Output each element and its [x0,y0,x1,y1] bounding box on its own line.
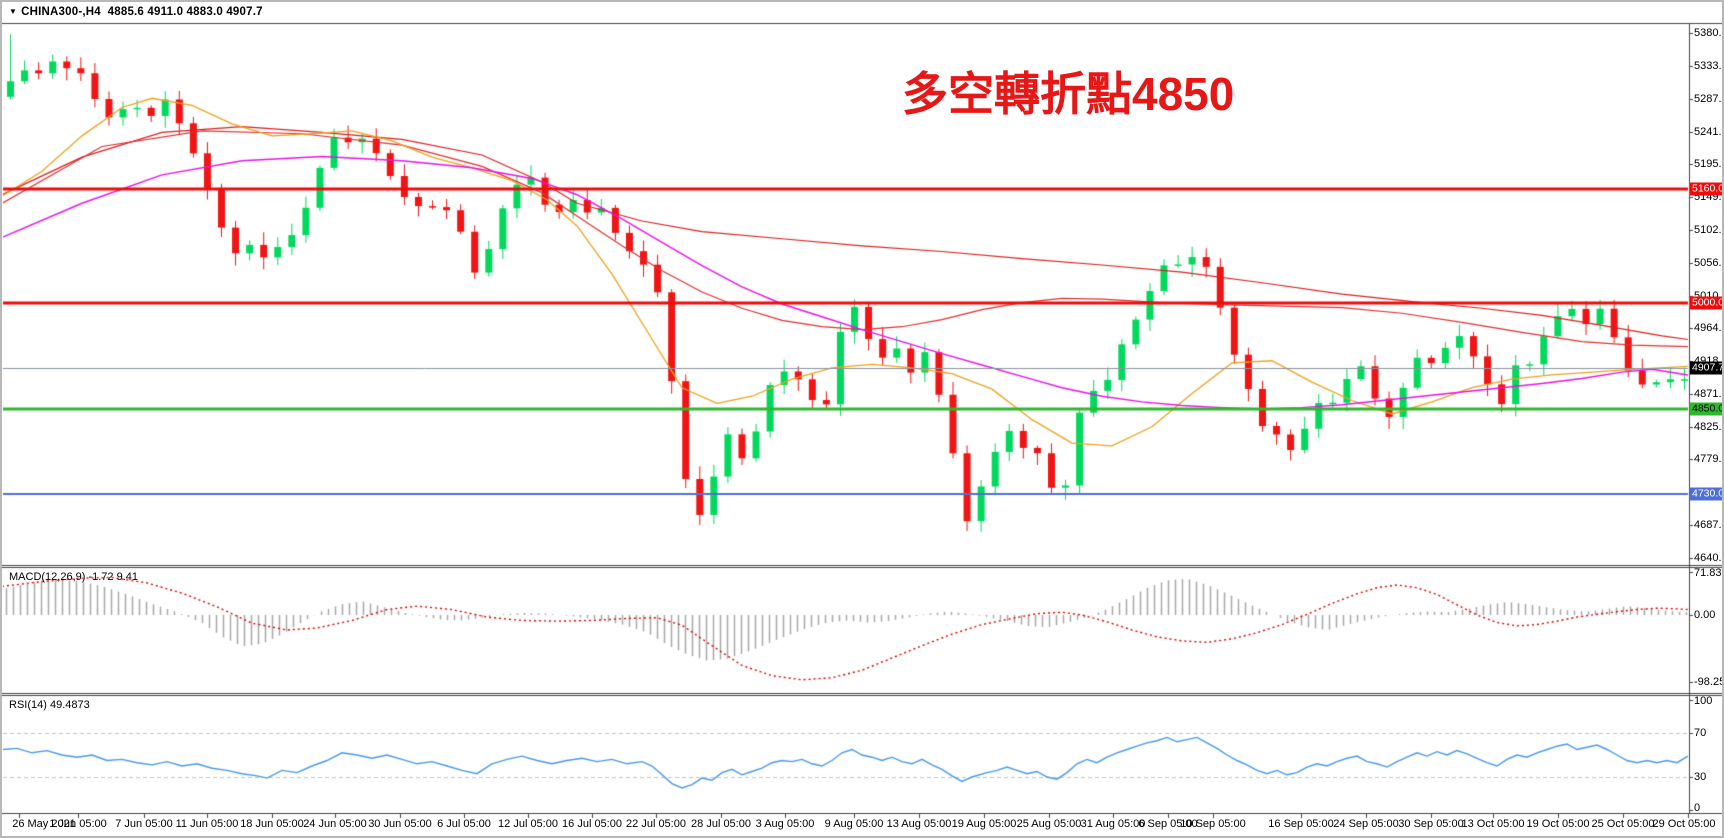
x-axis-date-label: 13 Oct 05:00 [1461,818,1525,830]
y-axis-tick-label: 5287.0 [1694,92,1722,105]
symbol-dropdown-icon: ▼ [9,7,18,16]
y-axis-tick-label: 4640.0 [1694,552,1722,564]
price-line-badge: 5000.0 [1690,296,1722,310]
indicator-axis-tick-label: 71.83 [1694,567,1722,579]
x-axis-date-label: 7 Jun 05:00 [115,818,173,830]
y-axis-tick-label: 4964.0 [1694,322,1722,335]
y-axis-tick-label: 5195.0 [1694,158,1722,171]
x-axis-date-label: 30 Sep 05:00 [1398,818,1464,830]
indicator-axis-tick-label: 100 [1694,695,1713,707]
x-axis-date-label: 25 Oct 05:00 [1591,818,1655,830]
x-axis-date-label: 16 Jul 05:00 [562,818,622,830]
y-axis-tick-label: 5102.0 [1694,224,1722,237]
symbol-ohlc-values: 4885.6 4911.0 4883.0 4907.7 [107,6,263,18]
x-axis-date-label: 22 Jul 05:00 [626,818,686,830]
x-axis-date-label: 24 Sep 05:00 [1333,818,1399,830]
annotation-text: 多空轉折點4850 [902,68,1235,120]
x-axis-date-label: 10 Sep 05:00 [1180,818,1246,830]
price-line-badge: 4907.7 [1690,361,1722,375]
macd-indicator-label: MACD(12,26,9) -1.72 9.41 [9,571,139,583]
x-axis-date-label: 30 Jun 05:00 [368,818,432,830]
x-axis-date-label: 19 Oct 05:00 [1526,818,1590,830]
rsi-indicator-label: RSI(14) 49.4873 [9,699,90,711]
x-axis-date-label: 18 Jun 05:00 [240,818,304,830]
x-axis-date-label: 11 Jun 05:00 [175,818,239,830]
symbol-period-label: CHINA300-,H4 [21,6,101,18]
indicator-axis-tick-label: 30 [1694,771,1707,783]
x-axis-date-label: 1 Jun 05:00 [49,818,107,830]
x-axis-date-label: 6 Jul 05:00 [437,818,491,830]
y-axis-tick-label: 5380.0 [1694,27,1722,39]
x-axis-date-label: 19 Aug 05:00 [951,818,1017,830]
x-axis-date-label: 9 Aug 05:00 [824,818,884,830]
y-axis-tick-label: 4779.0 [1694,453,1722,466]
indicator-axis-tick-label: 0.00 [1694,609,1716,621]
y-axis-tick-label: 4687.0 [1694,518,1722,531]
x-axis-date-label: 6 Sep 05:00 [1138,818,1198,830]
y-axis-tick-label: 5056.0 [1694,256,1722,269]
x-axis-date-label: 3 Aug 05:00 [755,818,815,830]
y-axis-tick-label: 5333.0 [1694,60,1722,73]
x-axis-date-label: 24 Jun 05:00 [303,818,367,830]
x-axis-date-label: 16 Sep 05:00 [1268,818,1334,830]
x-axis-date-label: 25 Aug 05:00 [1016,818,1082,830]
price-line-badge: 4850.0 [1690,402,1722,416]
y-axis-tick-label: 5241.0 [1694,125,1722,138]
x-axis-date-label: 29 Oct 05:00 [1652,818,1716,830]
x-axis-date-label: 28 Jul 05:00 [691,818,751,830]
x-axis-date-label: 12 Jul 05:00 [498,818,558,830]
x-axis-date-label: 13 Aug 05:00 [886,818,952,830]
indicator-axis-tick-label: 0 [1694,802,1701,814]
x-axis-date-label: 26 May 2021 [12,818,76,830]
y-axis-tick-label: 4825.0 [1694,420,1722,433]
price-line-badge: 4730.0 [1690,487,1722,501]
y-axis-tick-label: 4871.0 [1694,388,1722,401]
symbol-info: ▼ CHINA300-,H4 4885.6 4911.0 4883.0 4907.… [9,6,263,18]
indicator-axis-tick-label: 70 [1694,727,1707,739]
price-line-badge: 5160.0 [1690,182,1722,196]
x-axis-date-label: 31 Aug 05:00 [1080,818,1146,830]
indicator-axis-tick-label: -98.25 [1694,676,1724,688]
